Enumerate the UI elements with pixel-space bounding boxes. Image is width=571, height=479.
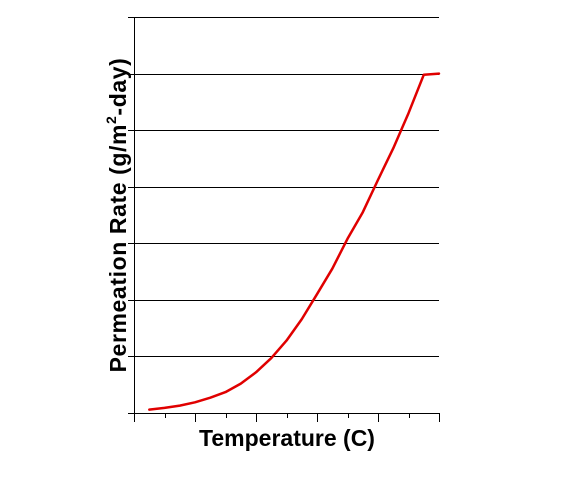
y-axis-title-superscript: 2: [103, 116, 119, 124]
series-line: [148, 72, 441, 411]
gridlines: [134, 17, 439, 357]
y-axis-title: Permeation Rate (g/m2-day): [103, 58, 131, 373]
y-axis-title-tail: -day): [105, 58, 131, 116]
x-axis-title: Temperature (C): [199, 425, 375, 451]
axes: [128, 17, 440, 422]
series-layer: [148, 72, 441, 411]
y-axis-title-main: Permeation Rate (g/m: [105, 124, 131, 372]
